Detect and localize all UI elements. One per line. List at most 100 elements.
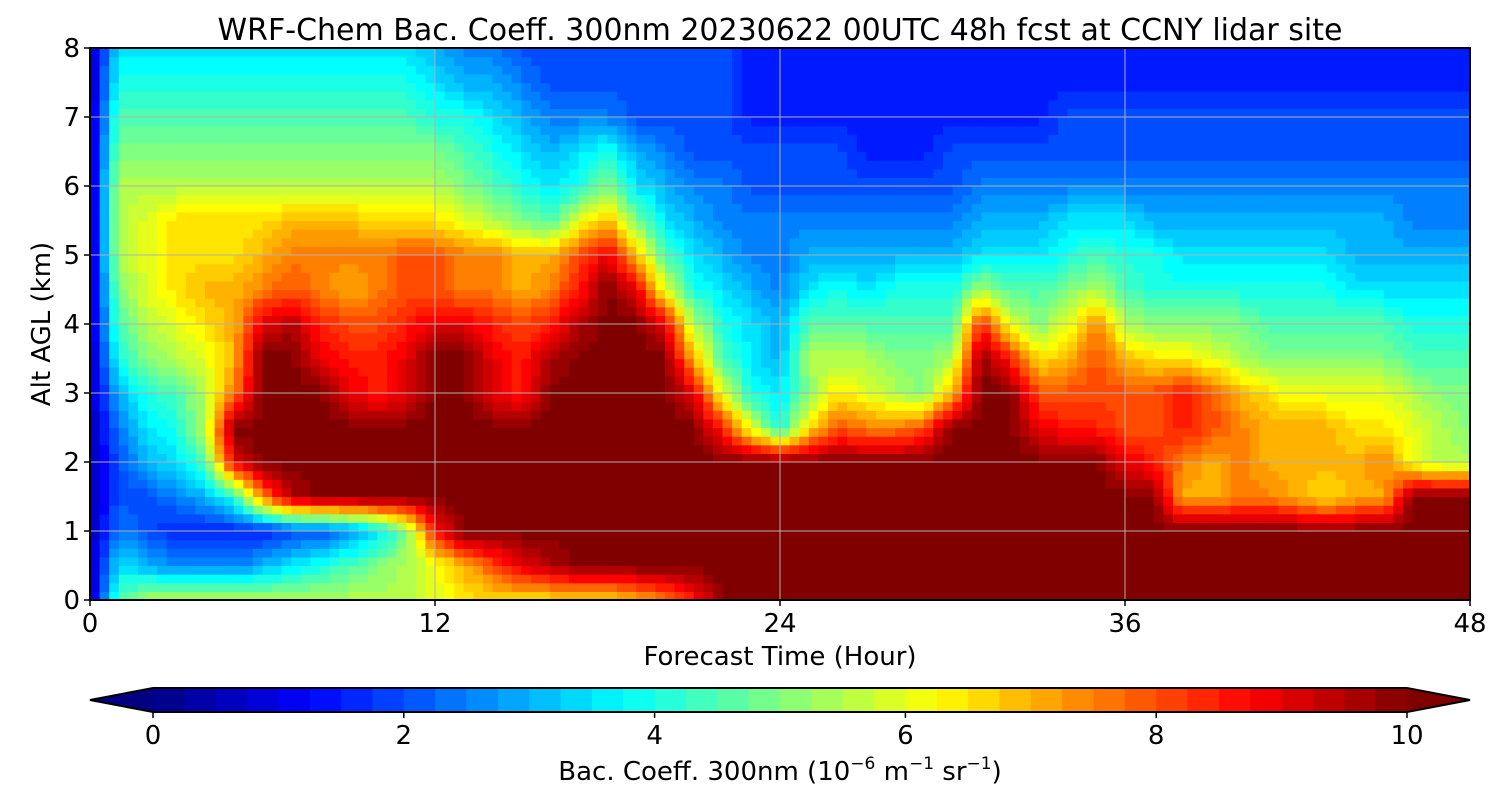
heatmap-cell <box>415 375 427 385</box>
heatmap-cell <box>962 324 973 334</box>
heatmap-cell <box>1249 349 1260 360</box>
heatmap-cell <box>1374 306 1385 316</box>
heatmap-cell <box>1335 496 1347 506</box>
heatmap-cell <box>1316 462 1327 472</box>
heatmap-cell <box>847 427 858 437</box>
heatmap-cell <box>1144 531 1155 541</box>
heatmap-cell <box>415 539 427 549</box>
heatmap-cell <box>1355 341 1366 351</box>
heatmap-cell <box>722 436 733 446</box>
heatmap-cell <box>1105 496 1117 506</box>
heatmap-cell <box>454 332 465 342</box>
heatmap-cell <box>674 410 685 420</box>
heatmap-cell <box>1172 358 1184 368</box>
heatmap-cell <box>1153 513 1164 523</box>
heatmap-cell <box>607 298 618 308</box>
heatmap-cell <box>1393 531 1404 541</box>
heatmap-cell <box>626 487 637 498</box>
heatmap-cell <box>990 513 1002 523</box>
heatmap-cell <box>550 487 561 498</box>
heatmap-cell <box>1144 444 1155 454</box>
heatmap-cell <box>329 513 340 523</box>
heatmap-cell <box>885 410 896 420</box>
heatmap-cell <box>406 298 417 308</box>
heatmap-cell <box>799 324 810 334</box>
heatmap-cell <box>300 306 312 316</box>
heatmap-cell <box>157 591 168 600</box>
heatmap-cell <box>1240 367 1251 377</box>
heatmap-cell <box>751 548 762 558</box>
heatmap-cell <box>272 427 283 437</box>
heatmap-cell <box>741 298 752 308</box>
heatmap-cell <box>866 479 877 489</box>
heatmap-cell <box>703 298 714 308</box>
heatmap-cell <box>895 332 906 342</box>
heatmap-cell <box>310 341 321 351</box>
heatmap-cell <box>492 393 503 403</box>
heatmap-cell <box>1316 332 1327 342</box>
heatmap-cell <box>578 384 589 394</box>
heatmap-cell <box>1431 436 1442 446</box>
heatmap-cell <box>674 427 685 437</box>
heatmap-cell <box>521 513 532 523</box>
heatmap-cell <box>1297 582 1308 592</box>
heatmap-cell <box>521 341 532 351</box>
heatmap-cell <box>866 401 877 411</box>
heatmap-cell <box>665 539 676 549</box>
heatmap-cell <box>1345 324 1356 334</box>
heatmap-cell <box>1211 418 1222 429</box>
heatmap-cell <box>971 341 982 351</box>
heatmap-cell <box>578 453 589 463</box>
heatmap-cell <box>952 487 963 498</box>
heatmap-cell <box>1383 522 1394 532</box>
heatmap-cell <box>990 384 1002 394</box>
heatmap-cell <box>827 470 839 480</box>
heatmap-cell <box>367 341 379 351</box>
heatmap-cell <box>847 341 858 351</box>
heatmap-cell <box>981 479 992 489</box>
heatmap-cell <box>243 349 254 360</box>
heatmap-cell <box>990 574 1002 584</box>
heatmap-cell <box>435 427 446 437</box>
heatmap-cell <box>425 496 436 506</box>
heatmap-cell <box>847 410 858 420</box>
heatmap-cell <box>770 444 781 454</box>
heatmap-cell <box>559 324 570 334</box>
heatmap-cell <box>128 427 139 437</box>
heatmap-cell <box>377 324 388 334</box>
heatmap-cell <box>1460 548 1470 558</box>
heatmap-cell <box>1000 453 1011 463</box>
heatmap-cell <box>272 375 283 385</box>
heatmap-cell <box>291 462 302 472</box>
heatmap-cell <box>1211 384 1222 394</box>
heatmap-cell <box>1383 505 1394 515</box>
heatmap-cell <box>1249 462 1260 472</box>
heatmap-cell <box>1144 574 1155 584</box>
heatmap-cell <box>645 384 657 394</box>
heatmap-cell <box>252 401 264 411</box>
heatmap-cell <box>1460 531 1470 541</box>
heatmap-cell <box>511 453 522 463</box>
heatmap-cell <box>914 332 925 342</box>
heatmap-cell <box>914 375 925 385</box>
heatmap-cell <box>530 315 542 325</box>
heatmap-cell <box>1240 591 1251 600</box>
heatmap-cell <box>444 582 455 592</box>
heatmap-cell <box>626 565 637 575</box>
heatmap-cell <box>1057 591 1069 600</box>
heatmap-cell <box>1211 367 1222 377</box>
heatmap-cell <box>914 462 925 472</box>
heatmap-cell <box>1278 410 1289 420</box>
heatmap-cell <box>1000 427 1011 437</box>
heatmap-cell <box>406 341 417 351</box>
heatmap-cell <box>1450 453 1462 463</box>
heatmap-cell <box>597 324 609 334</box>
heatmap-cell <box>712 384 724 394</box>
heatmap-cell <box>1067 539 1078 549</box>
heatmap-cell <box>262 556 273 567</box>
heatmap-cell <box>185 548 197 558</box>
heatmap-cell <box>856 298 867 308</box>
heatmap-cell <box>435 306 446 316</box>
heatmap-cell <box>617 531 628 541</box>
heatmap-cell <box>1010 393 1021 403</box>
